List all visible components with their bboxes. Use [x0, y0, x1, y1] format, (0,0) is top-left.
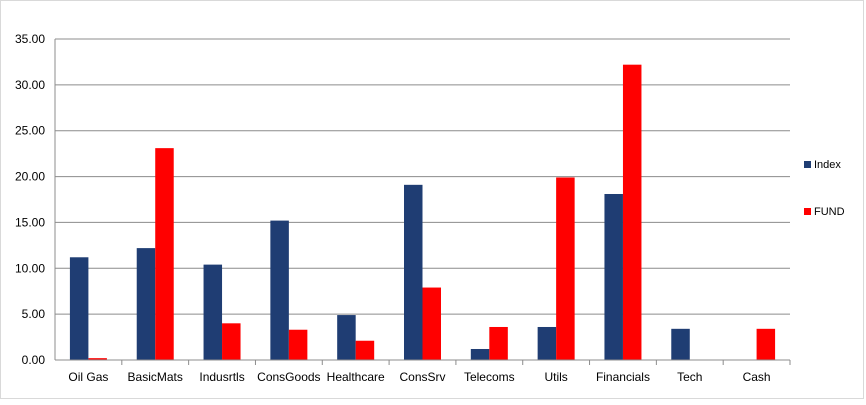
- x-tick-label: Oil Gas: [68, 370, 108, 384]
- bar-fund: [288, 329, 308, 360]
- bar-fund: [489, 326, 508, 360]
- bar-index: [270, 220, 289, 360]
- x-tick-label: Healthcare: [327, 370, 385, 384]
- bar-index: [671, 328, 690, 360]
- bar-fund: [622, 64, 642, 361]
- bars: [69, 64, 776, 361]
- axes: 0.00 5.00 10.00 15.00 20.00 25.00 30.00 35.00 Oi…: [15, 32, 791, 384]
- x-tick-label: Utils: [544, 370, 567, 384]
- y-tick-label: 20.00: [15, 170, 45, 184]
- x-tick-label: Cash: [743, 370, 771, 384]
- bar-fund: [355, 340, 375, 360]
- bar-fund: [222, 323, 241, 360]
- y-tick-label: 0.00: [22, 353, 46, 367]
- y-tick-label: 10.00: [15, 261, 45, 275]
- x-tick-label: Indusrtls: [199, 370, 244, 384]
- bar-fund: [422, 287, 441, 360]
- y-tick-label: 35.00: [15, 32, 45, 46]
- legend-label-index: Index: [814, 159, 841, 171]
- bar-fund: [88, 358, 107, 360]
- y-tick-label: 15.00: [15, 215, 45, 229]
- x-tick-label: Tech: [677, 370, 702, 384]
- bar-fund: [556, 177, 575, 360]
- bar-fund: [756, 328, 776, 360]
- bar-index: [337, 315, 356, 360]
- bar-index: [69, 257, 89, 360]
- legend: Index FUND: [804, 159, 845, 218]
- bar-index: [136, 248, 156, 360]
- y-tick-label: 5.00: [22, 307, 46, 321]
- legend-swatch-index: [804, 161, 811, 168]
- bar-index: [537, 326, 557, 360]
- bar-index: [203, 264, 223, 360]
- bar-index: [404, 184, 423, 360]
- y-tick-label: 30.00: [15, 78, 45, 92]
- x-tick-label: ConsSrv: [399, 370, 445, 384]
- bar-index: [604, 193, 623, 360]
- legend-label-fund: FUND: [814, 206, 845, 218]
- x-tick-label: Financials: [596, 370, 650, 384]
- legend-swatch-fund: [804, 208, 811, 215]
- x-tick-label: BasicMats: [128, 370, 183, 384]
- bar-fund: [155, 148, 174, 360]
- x-tick-label: Telecoms: [464, 370, 515, 384]
- x-tick-label: ConsGoods: [257, 370, 320, 384]
- y-tick-label: 25.00: [15, 124, 45, 138]
- bar-index: [470, 348, 490, 360]
